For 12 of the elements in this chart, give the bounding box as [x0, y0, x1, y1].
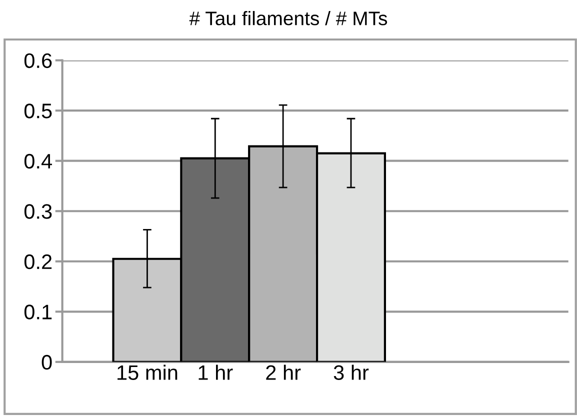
x-tick-label: 3 hr [334, 364, 369, 380]
x-tick-label: 15 min [118, 364, 178, 380]
y-tick-label: 0.6 [24, 53, 52, 68]
y-tick-label: 0.5 [24, 104, 52, 118]
y-tick-label: 0 [42, 354, 52, 370]
y-tick-label: 0.1 [24, 304, 52, 320]
y-tick-label: 0.3 [24, 204, 52, 219]
chart-title: # Tau filaments / # MTs [189, 10, 388, 26]
x-tick-label: 1 hr [198, 364, 233, 380]
y-tick-label: 0.4 [24, 154, 52, 169]
x-tick-label: 2 hr [266, 364, 301, 380]
y-tick-label: 0.2 [24, 254, 52, 270]
